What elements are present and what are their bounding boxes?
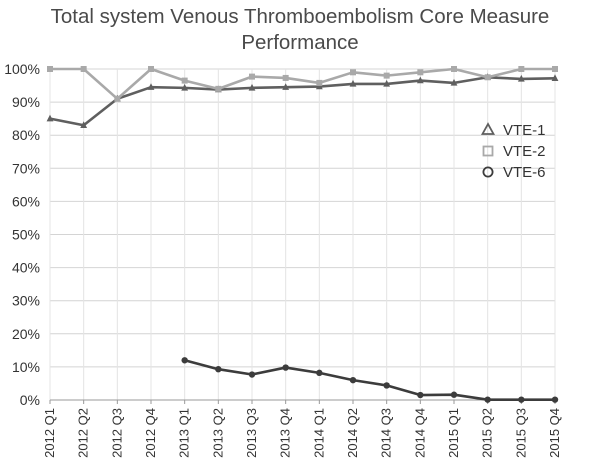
x-tick-label: 2015 Q3 — [513, 408, 528, 458]
data-point-square — [215, 85, 222, 92]
data-point-triangle — [416, 76, 424, 84]
series-vte-2 — [47, 66, 558, 102]
data-point-circle — [181, 357, 188, 364]
y-tick-label: 30% — [12, 293, 40, 309]
data-point-circle — [551, 396, 559, 403]
chart-title-line-2: Performance — [241, 31, 358, 54]
data-point-triangle — [147, 83, 155, 90]
data-point-circle — [383, 382, 390, 389]
y-tick-label: 90% — [12, 94, 40, 110]
data-point-circle — [518, 396, 525, 403]
data-point-square — [518, 66, 525, 72]
x-tick-label: 2013 Q1 — [177, 408, 192, 458]
series-line — [50, 67, 555, 101]
legend-label: VTE-1 — [503, 122, 546, 139]
y-tick-label: 0% — [20, 392, 40, 408]
data-point-square — [417, 69, 424, 76]
legend-triangle-icon — [480, 122, 496, 135]
chart-title-line-1: Total system Venous Thromboembolism Core… — [51, 5, 550, 28]
x-tick-label: 2012 Q3 — [109, 408, 124, 458]
x-tick-label: 2013 Q4 — [278, 408, 293, 458]
x-tick-label: 2014 Q2 — [345, 408, 360, 458]
legend-item-vte-6: VTE-6 — [482, 164, 546, 181]
data-point-triangle — [551, 74, 559, 81]
legend-label: VTE-6 — [503, 164, 546, 181]
x-tick-label: 2015 Q4 — [547, 408, 562, 458]
data-point-circle — [215, 366, 222, 373]
data-point-square — [282, 74, 289, 81]
legend-item-vte-2: VTE-2 — [482, 143, 546, 160]
x-tick-label: 2015 Q2 — [480, 408, 495, 458]
data-point-triangle — [46, 114, 54, 122]
data-point-triangle — [181, 83, 189, 91]
data-point-triangle — [517, 74, 525, 82]
grid-lines — [49, 68, 556, 401]
data-point-square — [451, 66, 457, 72]
data-point-circle — [316, 369, 323, 377]
y-axis-ticks: 0% 10% 20% 30% 40% 50% 60% 70% 80% 90% 100% — [4, 61, 40, 408]
series-vte-6 — [181, 357, 559, 403]
x-tick-label: 2012 Q1 — [42, 408, 57, 458]
data-point-triangle — [383, 79, 391, 87]
data-point-circle — [282, 364, 289, 371]
data-point-circle — [248, 371, 256, 378]
x-tick-label: 2012 Q2 — [76, 408, 91, 458]
y-tick-label: 60% — [12, 193, 40, 209]
data-point-circle — [450, 391, 458, 398]
series-layer — [46, 66, 559, 403]
series-line — [49, 75, 556, 127]
y-tick-label: 40% — [12, 260, 40, 276]
legend-square-icon — [482, 145, 494, 157]
data-point-square — [148, 66, 154, 72]
data-point-square — [181, 77, 188, 84]
y-tick-label: 20% — [12, 326, 40, 342]
data-point-square — [249, 73, 255, 80]
data-point-square — [316, 79, 323, 86]
data-point-triangle — [80, 121, 88, 128]
x-tick-label: 2014 Q4 — [412, 408, 427, 458]
x-axis-ticks: 2012 Q1 2012 Q2 2012 Q3 2012 Q4 2013 Q1 2013 … — [42, 400, 562, 458]
y-tick-label: 100% — [4, 61, 40, 77]
data-point-triangle — [315, 82, 323, 90]
y-tick-label: 50% — [12, 227, 40, 243]
legend-circle-icon — [482, 166, 494, 178]
x-tick-label: 2013 Q3 — [244, 408, 259, 458]
x-tick-label: 2014 Q3 — [379, 408, 394, 458]
x-tick-label: 2012 Q4 — [143, 408, 158, 458]
legend: VTE-1 VTE-2 VTE-6 — [480, 122, 546, 181]
series-line — [184, 359, 555, 401]
y-tick-label: 80% — [12, 127, 40, 143]
y-tick-label: 10% — [12, 359, 40, 375]
data-point-square — [383, 72, 390, 79]
data-point-square — [47, 66, 53, 72]
legend-item-vte-1: VTE-1 — [480, 122, 546, 139]
x-tick-label: 2015 Q1 — [446, 408, 461, 458]
data-point-triangle — [282, 83, 290, 90]
data-point-triangle — [450, 78, 458, 86]
data-point-circle — [349, 376, 357, 384]
data-point-square — [484, 74, 491, 81]
data-point-square — [350, 69, 356, 76]
data-point-square — [80, 66, 87, 72]
legend-label: VTE-2 — [503, 143, 546, 160]
data-point-circle — [484, 396, 491, 403]
data-point-circle — [417, 391, 424, 399]
data-point-square — [114, 95, 121, 102]
data-point-square — [552, 66, 558, 72]
data-point-triangle — [349, 79, 357, 87]
x-tick-label: 2013 Q2 — [210, 408, 225, 458]
data-point-triangle — [248, 83, 256, 91]
x-tick-label: 2014 Q1 — [311, 408, 326, 458]
y-tick-label: 70% — [12, 160, 40, 176]
